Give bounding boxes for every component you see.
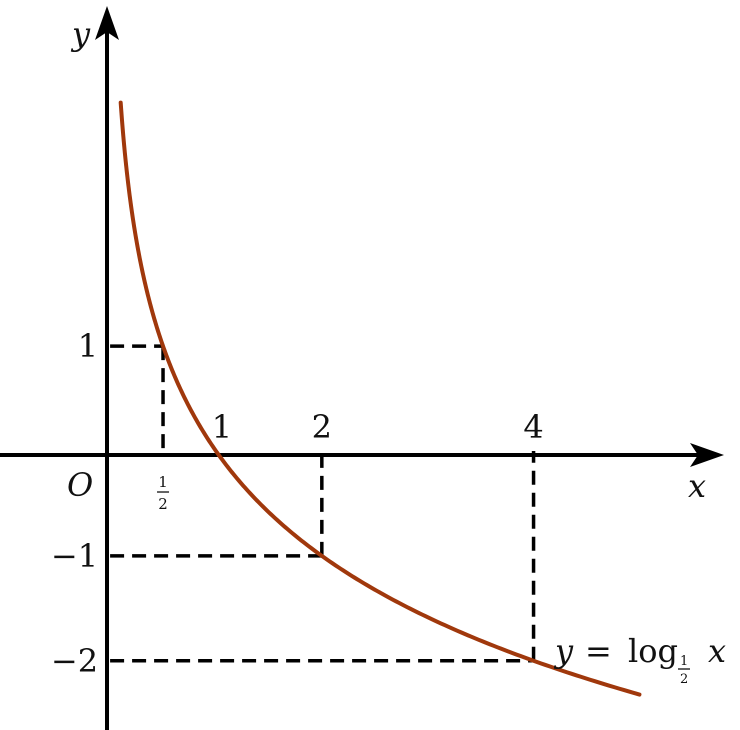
x-tick-label-num: 1 — [158, 473, 168, 491]
y-tick-label: −2 — [51, 642, 98, 680]
y-tick-label: 1 — [78, 327, 98, 365]
curve-label: y = log 1 2 x — [553, 632, 726, 687]
curve-label-log: log — [628, 632, 678, 670]
y-axis-label: y — [70, 15, 91, 53]
x-axis-arrow — [690, 443, 724, 467]
x-tick-label: 2 — [312, 408, 332, 446]
curve-label-lhs: y — [553, 632, 574, 670]
x-axis-label: x — [688, 467, 706, 505]
curve-label-base-num: 1 — [680, 654, 688, 669]
x-tick-label: 1 — [212, 408, 232, 446]
curve-label-arg: x — [708, 632, 726, 670]
x-tick-label: 4 — [523, 408, 543, 446]
curve-log-half — [118, 100, 642, 697]
curve-label-eq: = — [585, 632, 612, 670]
origin-label: O — [67, 466, 93, 504]
y-axis-arrow — [95, 6, 119, 40]
curve-label-base-den: 2 — [680, 672, 688, 687]
y-tick-label: −1 — [51, 537, 98, 575]
x-tick-label-den: 2 — [158, 495, 168, 513]
